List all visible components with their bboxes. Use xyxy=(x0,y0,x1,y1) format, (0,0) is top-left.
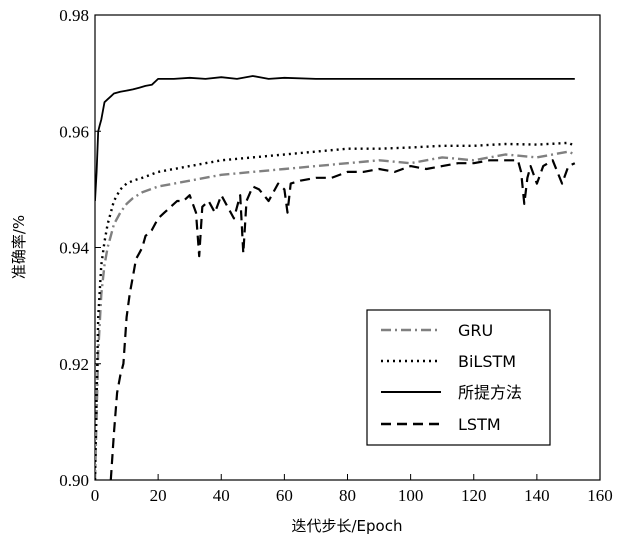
y-tick-label: 0.98 xyxy=(59,6,89,25)
series-line-lstm xyxy=(109,159,576,480)
x-tick-label: 20 xyxy=(150,486,167,505)
legend-label-proposed: 所提方法 xyxy=(458,383,522,402)
legend-label-lstm: LSTM xyxy=(458,415,501,434)
series-line-gru xyxy=(95,150,576,480)
x-tick-label: 160 xyxy=(587,486,613,505)
series-line-bilstm xyxy=(95,141,576,480)
x-tick-label: 80 xyxy=(339,486,356,505)
series-layer xyxy=(95,75,576,480)
y-tick-label: 0.90 xyxy=(59,471,89,490)
x-tick-label: 60 xyxy=(276,486,293,505)
x-tick-label: 100 xyxy=(398,486,424,505)
y-axis-label: 准确率/% xyxy=(10,215,28,279)
legend-label-bilstm: BiLSTM xyxy=(458,352,516,371)
y-tick-label: 0.94 xyxy=(59,239,89,258)
series-line-proposed xyxy=(95,75,575,202)
y-tick-label: 0.96 xyxy=(59,122,89,141)
y-tick-label: 0.92 xyxy=(59,355,89,374)
legend-label-gru: GRU xyxy=(458,321,493,340)
legend-box xyxy=(366,309,551,446)
axes-layer: 0 20 40 60 80 100 120 140 160 0.90 0.92 0.94 0.96 0.9… xyxy=(59,6,613,505)
x-axis-label: 迭代步长/Epoch xyxy=(292,517,403,535)
x-tick-label: 120 xyxy=(461,486,487,505)
x-tick-label: 0 xyxy=(91,486,100,505)
legend: GRU BiLSTM 所提方法 LSTM xyxy=(366,309,551,446)
x-tick-label: 40 xyxy=(213,486,230,505)
x-tick-label: 140 xyxy=(524,486,550,505)
